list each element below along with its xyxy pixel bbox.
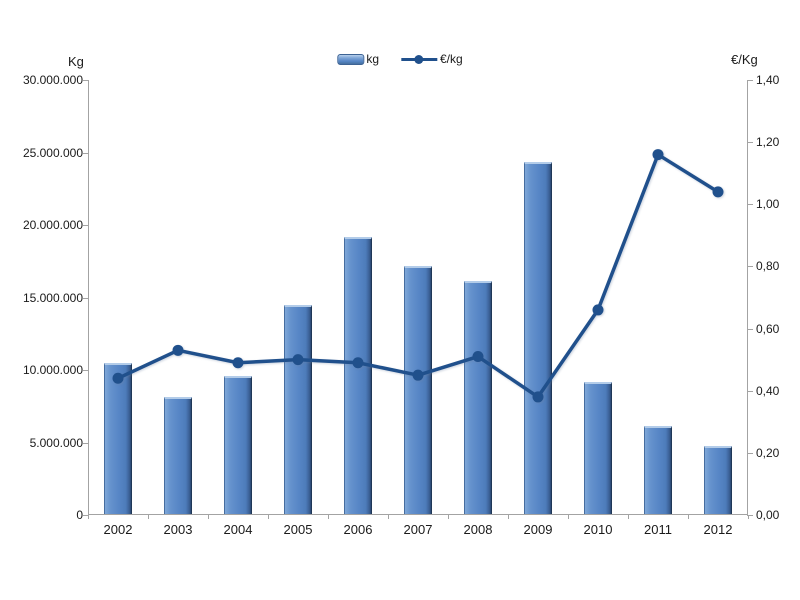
line-point-2007 [412, 369, 424, 381]
left-axis-tick [83, 80, 88, 81]
left-axis-tick [83, 442, 88, 444]
x-axis-category-label: 2006 [343, 522, 373, 537]
left-axis-tick [83, 152, 88, 154]
right-axis-tick [748, 515, 753, 516]
right-axis-tick [748, 142, 753, 144]
x-axis-category-label: 2002 [103, 522, 133, 537]
x-axis-category-label: 2011 [644, 522, 672, 537]
x-axis-category-label: 2010 [583, 522, 613, 537]
legend-item-kg: kg [337, 52, 379, 66]
x-axis-category-label: 2005 [283, 522, 313, 537]
right-axis-tick [748, 328, 753, 330]
legend-label-eur-per-kg: €/kg [440, 52, 463, 66]
right-axis-tick-label: 0,40 [756, 383, 780, 398]
right-axis-tick [748, 390, 753, 392]
x-axis-tick [688, 515, 689, 519]
x-axis-category-label: 2008 [463, 522, 493, 537]
line-point-2003 [172, 344, 184, 356]
right-axis-tick-label: 0,60 [756, 321, 780, 336]
line-point-2011 [652, 149, 664, 161]
line-point-2009 [532, 391, 544, 403]
left-axis-tick-label: 15.000.000 [22, 290, 83, 305]
bar-2010 [584, 382, 612, 514]
bar-2005 [284, 305, 312, 514]
right-axis-tick [748, 204, 753, 206]
line-point-2006 [352, 357, 364, 369]
left-axis-tick [83, 225, 88, 226]
right-axis-tick-label: 1,40 [756, 73, 780, 87]
x-axis-tick [388, 515, 389, 519]
legend: kg €/kg [337, 50, 463, 68]
bar-2012 [704, 445, 732, 514]
left-axis-tick-label: 5.000.000 [29, 435, 83, 450]
left-axis-title: Kg [68, 54, 84, 69]
x-axis-tick [88, 515, 89, 519]
right-axis-tick-label: 0,00 [756, 508, 780, 522]
x-axis-tick [748, 515, 749, 519]
left-axis-tick [83, 297, 88, 299]
bar-2011 [644, 425, 672, 514]
left-axis-tick-label: 25.000.000 [22, 145, 83, 160]
line-point-2002 [112, 372, 124, 384]
x-axis-tick [568, 515, 569, 519]
line-point-2005 [292, 354, 304, 366]
x-axis-line [88, 514, 748, 515]
right-axis-tick [748, 452, 753, 454]
line-point-2012 [712, 186, 724, 198]
right-axis-tick-label: 0,20 [756, 445, 780, 460]
line-point-2008 [472, 351, 484, 363]
right-axis-tick-label: 1,20 [756, 135, 780, 150]
x-axis-tick [448, 515, 449, 519]
x-axis-tick [148, 515, 149, 519]
right-axis-title: €/Kg [731, 52, 758, 67]
x-axis-category-label: 2009 [523, 522, 553, 537]
right-axis-tick [748, 266, 753, 268]
line-marker-icon [414, 54, 423, 64]
line-point-2004 [232, 357, 244, 369]
bar-2003 [164, 396, 192, 514]
legend-item-eur-per-kg: €/kg [401, 52, 463, 66]
left-axis-tick-label: 30.000.000 [22, 73, 83, 87]
x-axis-category-label: 2012 [703, 522, 733, 537]
bar-2007 [404, 266, 432, 514]
x-axis-tick [628, 515, 629, 519]
x-axis-category-label: 2004 [223, 522, 253, 537]
x-axis-category-label: 2007 [403, 522, 433, 537]
line-series [112, 149, 724, 403]
left-axis-tick [83, 515, 88, 516]
left-axis-tick-label: 10.000.000 [22, 363, 83, 377]
right-axis-line [747, 80, 748, 516]
legend-label-kg: kg [366, 52, 379, 66]
x-axis-tick [268, 515, 269, 519]
left-axis-tick [83, 370, 88, 371]
right-axis-tick [748, 80, 753, 81]
bar-2004 [224, 376, 252, 514]
plot-area [88, 80, 748, 516]
x-axis-category-label: 2003 [163, 522, 193, 537]
x-axis-tick [328, 515, 329, 519]
right-axis-tick-label: 1,00 [756, 197, 780, 212]
x-axis-tick [508, 515, 509, 519]
left-axis-line [88, 80, 89, 516]
left-axis-tick-label: 20.000.000 [22, 218, 83, 232]
bar-series-swatch-icon [337, 53, 365, 65]
bar-2002 [104, 363, 132, 514]
line-series-swatch-icon [401, 54, 437, 65]
x-axis-tick [208, 515, 209, 519]
bar-2008 [464, 280, 492, 514]
bar-2009 [524, 161, 552, 514]
left-axis-tick-label: 0 [76, 508, 83, 522]
bar-2006 [344, 237, 372, 514]
line-point-2010 [592, 304, 604, 316]
right-axis-tick-label: 0,80 [756, 259, 780, 274]
